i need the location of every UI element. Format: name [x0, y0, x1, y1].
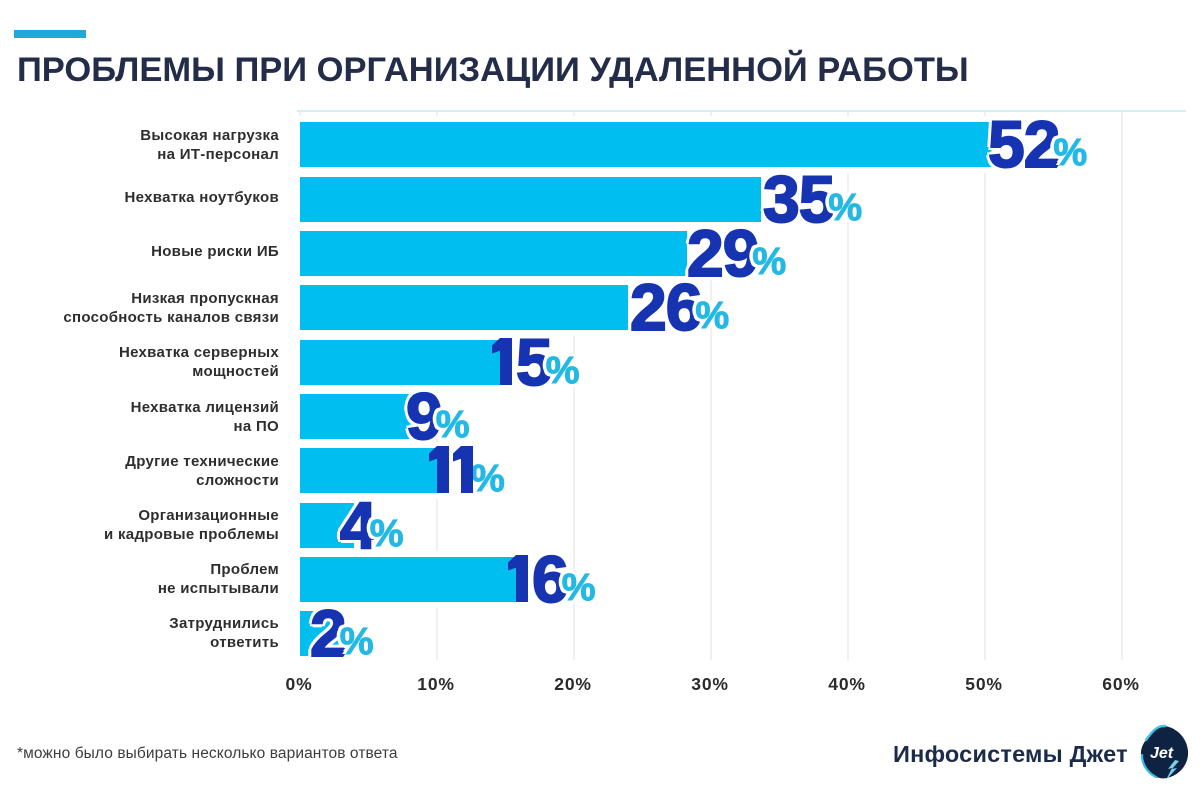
svg-text:Jet: Jet — [1150, 745, 1174, 762]
